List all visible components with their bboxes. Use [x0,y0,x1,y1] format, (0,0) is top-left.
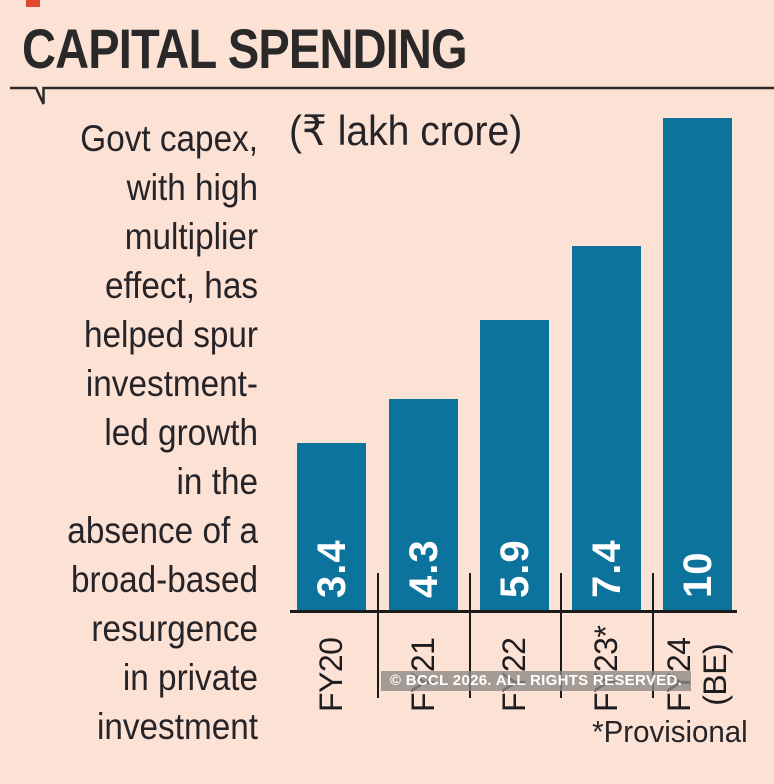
page-title: CAPITAL SPENDING [22,17,468,80]
x-axis-label: FY23* [587,625,624,712]
x-axis-tick [377,573,379,698]
unit-label: (₹ lakh crore) [289,107,523,154]
bar-value-label: 3.4 [309,539,354,598]
bar-fy22 [480,320,549,611]
bar-fy20 [297,443,366,611]
bar-fy24be [663,118,732,611]
x-axis-tick [652,573,654,698]
masthead-red-tick [26,0,40,7]
x-axis-label: FY20 [312,637,349,712]
watermark-strip: © BCCL 2026. ALL RIGHTS RESERVED. [381,671,691,691]
bar-value-label: 4.3 [401,539,446,598]
footnote: *Provisional [592,714,748,749]
bar-value-label: 5.9 [492,539,537,598]
chart-description: Govt capex, with high multiplier effect,… [67,118,258,747]
x-axis-tick [469,573,471,698]
bar-value-label: 7.4 [584,539,629,598]
bar-value-label: 10 [675,551,720,599]
x-axis-baseline [290,610,737,613]
x-axis-tick [560,573,562,698]
bar-fy21 [389,399,458,611]
bar-fy23 [572,246,641,611]
